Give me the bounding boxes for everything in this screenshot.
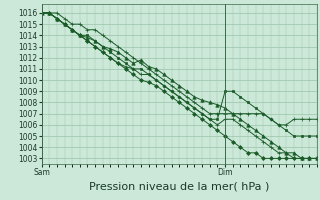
X-axis label: Pression niveau de la mer( hPa ): Pression niveau de la mer( hPa ) [89,181,269,191]
